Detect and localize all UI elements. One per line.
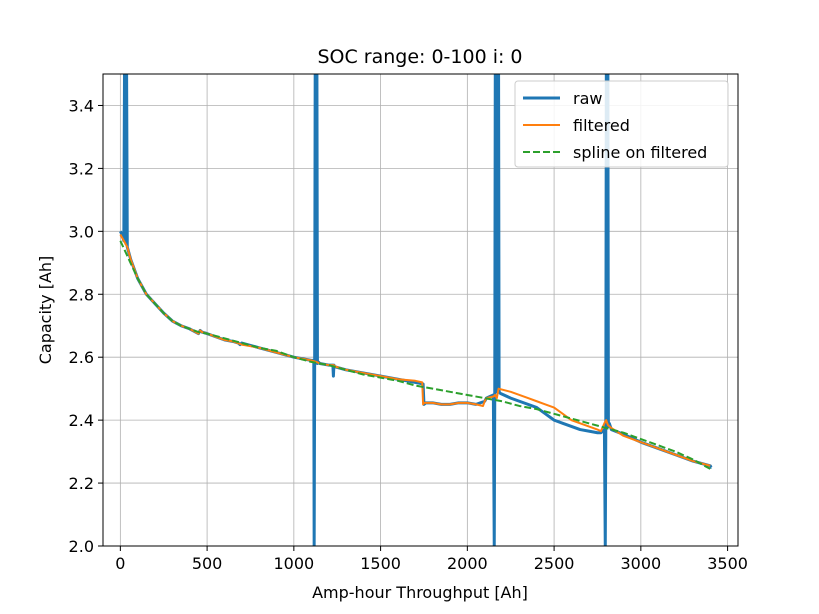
legend-label: filtered xyxy=(573,116,630,135)
legend-label: raw xyxy=(573,89,602,108)
chart-title: SOC range: 0-100 i: 0 xyxy=(317,46,522,68)
y-tick-label: 2.0 xyxy=(69,537,94,556)
x-tick-label: 3500 xyxy=(707,554,748,573)
x-tick-label: 2000 xyxy=(447,554,488,573)
x-tick-label: 500 xyxy=(192,554,223,573)
x-tick-label: 0 xyxy=(115,554,125,573)
legend-box xyxy=(514,80,729,168)
y-axis-label: Capacity [Ah] xyxy=(36,256,55,365)
y-tick-label: 3.0 xyxy=(69,222,94,241)
plot-frame xyxy=(102,73,739,547)
x-tick-label: 3000 xyxy=(620,554,661,573)
series-layer xyxy=(119,74,713,546)
x-tick-label: 1500 xyxy=(360,554,401,573)
y-tick-label: 2.2 xyxy=(69,474,94,493)
legend-label: spline on filtered xyxy=(573,143,707,162)
series-line-spline-on-filtered xyxy=(119,240,711,470)
y-tick-label: 2.8 xyxy=(69,285,94,304)
y-tick-label: 2.6 xyxy=(69,348,94,367)
x-axis-label: Amp-hour Throughput [Ah] xyxy=(312,583,528,602)
y-tick-label: 3.4 xyxy=(69,96,94,115)
legend: raw filtered spline on filtered xyxy=(514,80,729,168)
x-tick-label: 1000 xyxy=(273,554,314,573)
x-tick-label: 2500 xyxy=(534,554,575,573)
y-tick-label: 2.4 xyxy=(69,411,94,430)
y-tick-label: 3.2 xyxy=(69,159,94,178)
ticks: 0 500 1000 1500 2000 2500 3000 3500 2.0 2.2 2.4 2.6… xyxy=(69,96,748,573)
